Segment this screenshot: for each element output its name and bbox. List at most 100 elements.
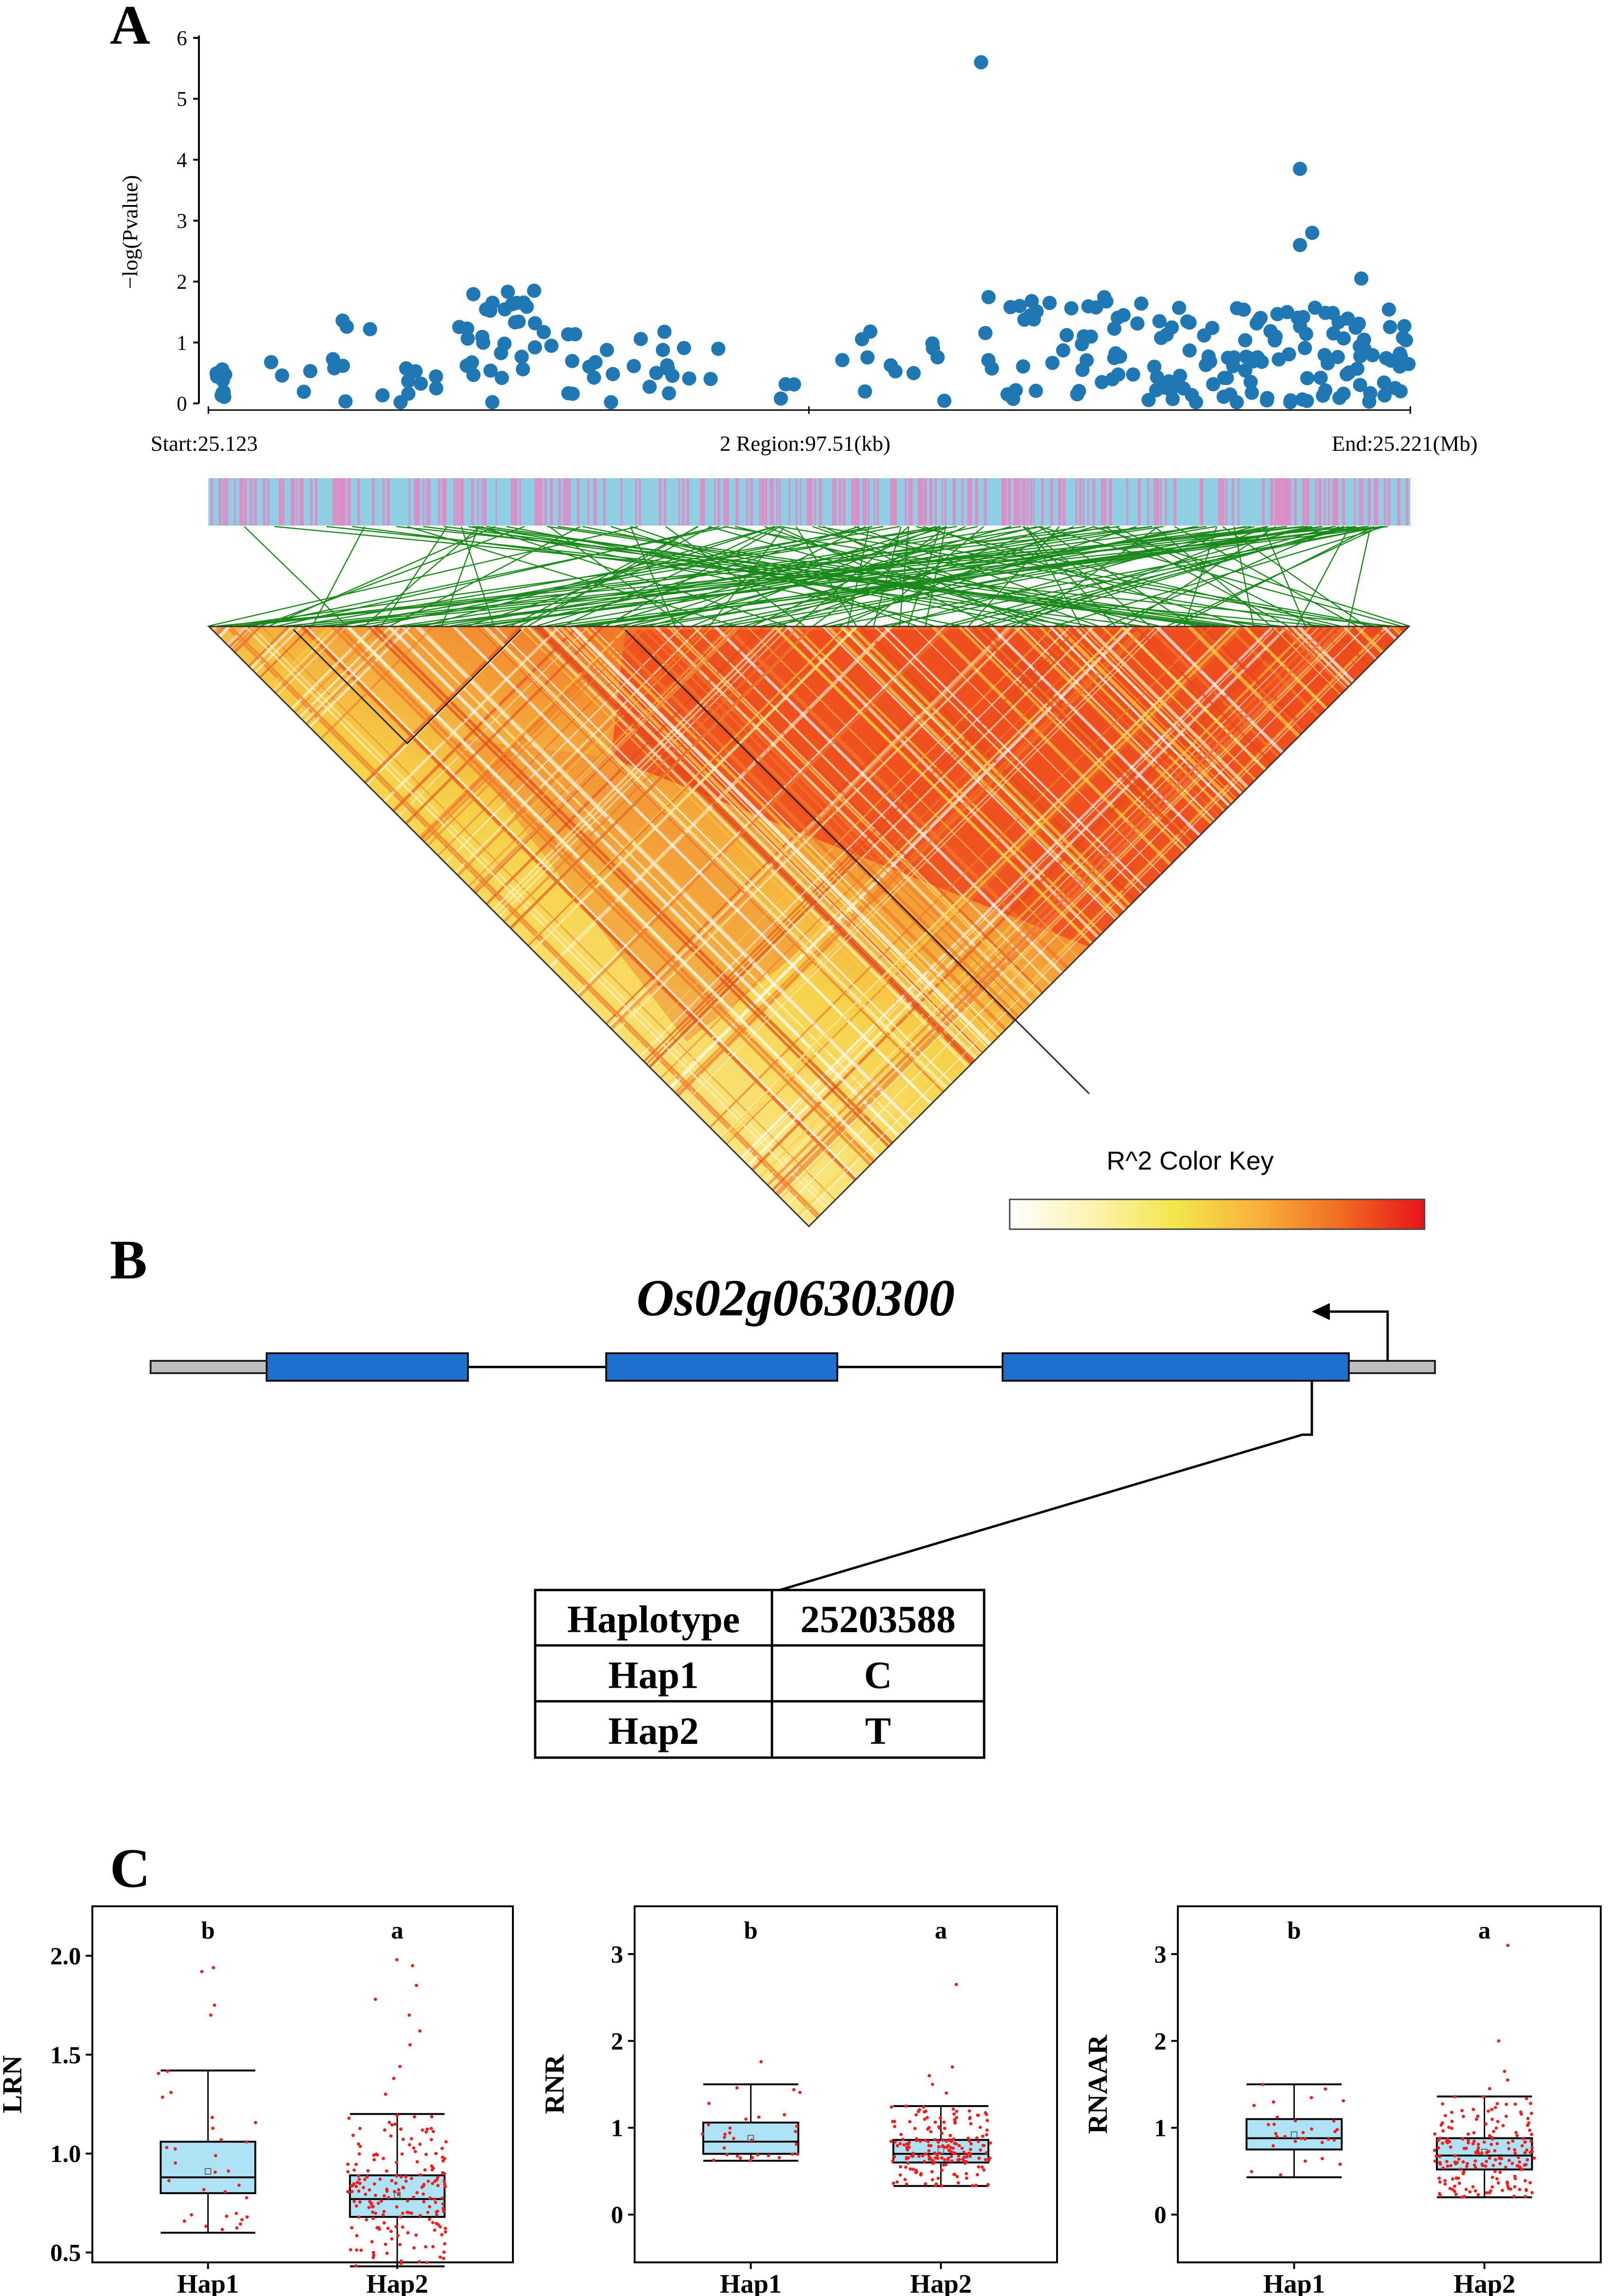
snp-track	[208, 478, 1410, 627]
snp-point	[1298, 340, 1312, 355]
data-point	[1436, 2138, 1440, 2142]
snp-stripe	[1283, 478, 1286, 526]
ld-diag-line	[703, 626, 1320, 1226]
data-point	[951, 2107, 955, 2111]
snp-link	[1348, 526, 1372, 626]
snp-point	[1017, 313, 1032, 327]
data-point	[940, 2131, 944, 2135]
data-point	[372, 2251, 376, 2254]
data-point	[963, 2162, 967, 2165]
snp-stripe	[920, 478, 924, 526]
data-point	[1477, 2143, 1480, 2146]
data-point	[393, 2189, 396, 2193]
table-header-haplotype: Haplotype	[567, 1598, 740, 1641]
snp-stripe	[558, 478, 561, 526]
data-point	[893, 2125, 897, 2128]
snp-point	[926, 341, 941, 356]
data-point	[414, 2233, 418, 2237]
data-point	[442, 2179, 446, 2183]
data-point	[444, 2140, 448, 2144]
snp-link	[269, 526, 495, 627]
ld-diag-line	[209, 626, 225, 1226]
snp-stripe	[703, 478, 705, 526]
snp-point	[479, 302, 493, 317]
data-point	[1513, 2151, 1517, 2155]
data-point	[725, 2153, 729, 2156]
data-point	[977, 2165, 980, 2169]
snp-stripe	[453, 478, 456, 526]
data-point	[1484, 2122, 1488, 2126]
data-point	[927, 2126, 931, 2130]
data-point	[1458, 2181, 1462, 2185]
ld-diag-line	[209, 626, 260, 1226]
snp-stripe	[1334, 478, 1337, 526]
data-point	[1462, 2115, 1465, 2118]
data-point	[346, 2162, 350, 2166]
data-point	[371, 2205, 375, 2208]
data-point	[361, 2186, 365, 2189]
ld-diag-line	[1134, 626, 1409, 1226]
snp-stripe	[788, 478, 790, 526]
data-point	[430, 2181, 434, 2185]
ld-diag-line	[209, 626, 230, 1226]
snp-stripe	[1157, 478, 1159, 526]
data-point	[935, 2153, 939, 2157]
data-point	[443, 2226, 447, 2230]
data-point	[395, 2114, 399, 2117]
snp-point	[1006, 392, 1021, 406]
data-point	[893, 2120, 897, 2124]
data-point	[907, 2145, 911, 2149]
data-point	[173, 2147, 177, 2151]
data-point	[966, 2136, 970, 2140]
snp-pointer	[776, 1381, 1313, 1592]
color-key-bar	[1009, 1198, 1426, 1230]
data-point	[368, 2200, 372, 2204]
snp-stripe	[1126, 478, 1129, 526]
data-point	[166, 2069, 170, 2073]
y-tick-label: 3	[611, 1941, 623, 1968]
ld-diag-line	[209, 626, 212, 1226]
snp-stripe	[717, 478, 720, 526]
outlier-point	[1497, 2039, 1501, 2043]
data-point	[1517, 2160, 1521, 2164]
ld-diag-line	[730, 626, 1348, 1226]
snp-stripe	[477, 478, 479, 526]
snp-stripe	[765, 478, 768, 526]
snp-point	[1342, 365, 1356, 380]
data-point	[355, 2180, 359, 2184]
snp-stripe	[746, 478, 748, 526]
snp-link	[396, 526, 1392, 627]
data-point	[1309, 2127, 1313, 2131]
snp-stripe	[942, 478, 943, 526]
data-point	[1448, 2140, 1452, 2144]
data-point	[892, 2181, 896, 2185]
data-point	[950, 2159, 954, 2163]
snp-stripe	[1318, 478, 1321, 526]
snp-point	[1059, 328, 1074, 342]
snp-stripe	[519, 478, 521, 526]
significance-letter: b	[1287, 1917, 1301, 1944]
snp-link	[251, 526, 729, 627]
data-point	[374, 2211, 377, 2215]
ld-block-border-2	[293, 629, 522, 745]
snp-stripe	[514, 478, 518, 526]
data-point	[424, 2130, 428, 2134]
snp-stripe	[1165, 478, 1167, 526]
snp-stripe	[726, 478, 729, 526]
snp-stripe	[735, 478, 738, 526]
outlier-point	[1503, 2069, 1506, 2073]
plot-frame	[634, 1905, 1058, 2263]
data-point	[418, 2173, 422, 2177]
snp-point	[401, 374, 415, 388]
data-point	[430, 2138, 433, 2142]
outlier-point	[392, 2076, 395, 2080]
data-point	[1520, 2144, 1524, 2148]
table-header-position: 25203588	[800, 1598, 956, 1641]
snp-stripe	[910, 478, 913, 526]
snp-point	[1105, 372, 1120, 386]
box	[349, 2174, 446, 2218]
data-point	[354, 2185, 358, 2189]
ld-diag-line	[209, 626, 261, 1226]
y-tick-label: 2	[177, 270, 187, 294]
ld-diag-line	[209, 626, 219, 1226]
